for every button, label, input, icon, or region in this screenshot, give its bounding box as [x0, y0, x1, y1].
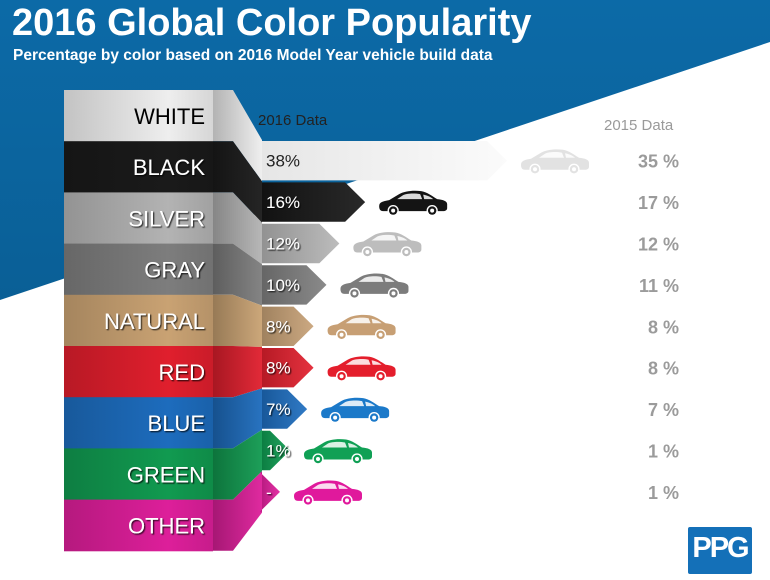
car-wheel	[430, 208, 435, 213]
connector-other	[213, 471, 262, 551]
bar-black	[262, 182, 366, 222]
car-window	[345, 317, 382, 324]
bar-natural	[262, 306, 314, 346]
value-label-2016: 38%	[266, 152, 300, 171]
value-label-2016: 12%	[266, 235, 300, 254]
value-label-2016: 1%	[266, 442, 291, 461]
value-label-2016: 10%	[266, 276, 300, 295]
band-black	[64, 141, 213, 193]
car-window	[539, 152, 575, 158]
car-wheel	[355, 457, 359, 461]
value-label-2016: 16%	[266, 193, 300, 212]
car-wheel	[378, 374, 383, 379]
connector-natural	[213, 294, 262, 347]
car-icon	[353, 232, 422, 258]
car-window	[322, 441, 358, 448]
band-gray	[64, 243, 213, 296]
bar-green	[262, 430, 290, 471]
ppg-logo-text: PPG	[692, 532, 749, 564]
value-label-2016: 8%	[266, 359, 291, 378]
car-wheel	[352, 291, 357, 296]
band-natural	[64, 294, 213, 347]
car-window	[371, 234, 408, 241]
car-wheel	[391, 291, 396, 296]
connector-red	[213, 346, 262, 398]
value-label-2015: 11 %	[639, 276, 679, 296]
bar-silver	[262, 223, 340, 264]
bar-blue	[262, 389, 308, 429]
value-label-2016: -	[266, 483, 272, 502]
car-wheel	[378, 332, 383, 337]
category-label: SILVER	[128, 206, 205, 231]
car-icon	[321, 397, 390, 424]
bar-white	[262, 141, 507, 181]
bar-gray	[262, 265, 327, 305]
car-icon	[340, 273, 409, 299]
bar-other	[260, 472, 280, 512]
connector-green	[213, 429, 262, 500]
band-blue	[64, 397, 213, 449]
category-label: BLUE	[148, 411, 205, 436]
value-label-2015: 7 %	[648, 400, 679, 420]
car-wheel	[306, 498, 310, 503]
car-icon	[327, 314, 396, 341]
chart-title: 2016 Global Color Popularity	[12, 2, 532, 44]
category-label: OTHER	[128, 514, 205, 539]
car-wheel	[533, 167, 537, 172]
car-window	[339, 400, 376, 407]
car-wheel	[339, 374, 344, 379]
category-label: BLACK	[133, 155, 205, 180]
category-label: NATURAL	[104, 309, 205, 334]
category-label: WHITE	[134, 104, 205, 129]
value-label-2015: 8 %	[648, 317, 679, 337]
connector-black	[213, 141, 262, 223]
value-label-2015: 8 %	[648, 359, 679, 379]
car-window	[312, 483, 348, 489]
car-icon	[304, 439, 372, 465]
connector-silver	[213, 192, 262, 265]
car-icon	[294, 480, 362, 506]
connector-gray	[213, 243, 262, 306]
car-window	[397, 193, 434, 200]
value-label-2015: 1 %	[648, 483, 679, 503]
value-label-2015: 35 %	[638, 152, 679, 172]
chart-subtitle: Percentage by color based on 2016 Model …	[13, 47, 493, 64]
car-icon	[521, 149, 589, 175]
car-icon	[379, 190, 448, 217]
car-wheel	[572, 167, 576, 172]
category-label: RED	[159, 360, 205, 385]
car-wheel	[391, 208, 396, 213]
value-label-2016: 8%	[266, 317, 291, 336]
car-icon	[327, 356, 396, 382]
category-label: GRAY	[144, 258, 205, 283]
value-label-2015: 12 %	[638, 235, 679, 255]
band-red	[64, 346, 213, 398]
category-label: GREEN	[127, 462, 205, 487]
connector-blue	[213, 388, 262, 449]
band-green	[64, 448, 213, 501]
value-label-2015: 17 %	[638, 193, 679, 213]
car-wheel	[345, 498, 349, 503]
legend-2015: 2015 Data	[604, 117, 674, 134]
car-wheel	[316, 457, 320, 461]
car-window	[345, 359, 382, 365]
value-label-2016: 7%	[266, 400, 291, 419]
bar-red	[262, 348, 314, 388]
band-white	[64, 90, 213, 142]
band-other	[64, 499, 213, 552]
car-wheel	[365, 250, 370, 254]
ppg-logo: PPG	[688, 527, 752, 574]
car-wheel	[339, 332, 344, 337]
car-window	[358, 276, 395, 282]
band-silver	[64, 192, 213, 245]
car-wheel	[333, 415, 338, 420]
legend-2016: 2016 Data	[258, 112, 328, 129]
car-wheel	[404, 250, 409, 254]
car-wheel	[372, 415, 377, 420]
value-label-2015: 1 %	[648, 442, 679, 462]
connector-white	[213, 90, 262, 182]
